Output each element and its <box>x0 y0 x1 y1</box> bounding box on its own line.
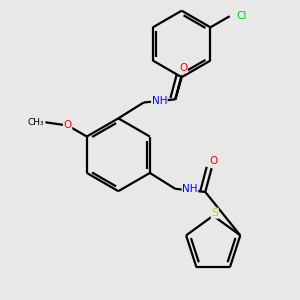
Text: S: S <box>211 208 218 218</box>
Text: O: O <box>209 156 217 166</box>
Text: NH: NH <box>152 96 167 106</box>
Text: O: O <box>64 121 72 130</box>
Text: Cl: Cl <box>237 11 247 21</box>
Text: O: O <box>179 63 188 73</box>
Text: NH: NH <box>182 184 198 194</box>
Text: CH₃: CH₃ <box>27 118 44 127</box>
